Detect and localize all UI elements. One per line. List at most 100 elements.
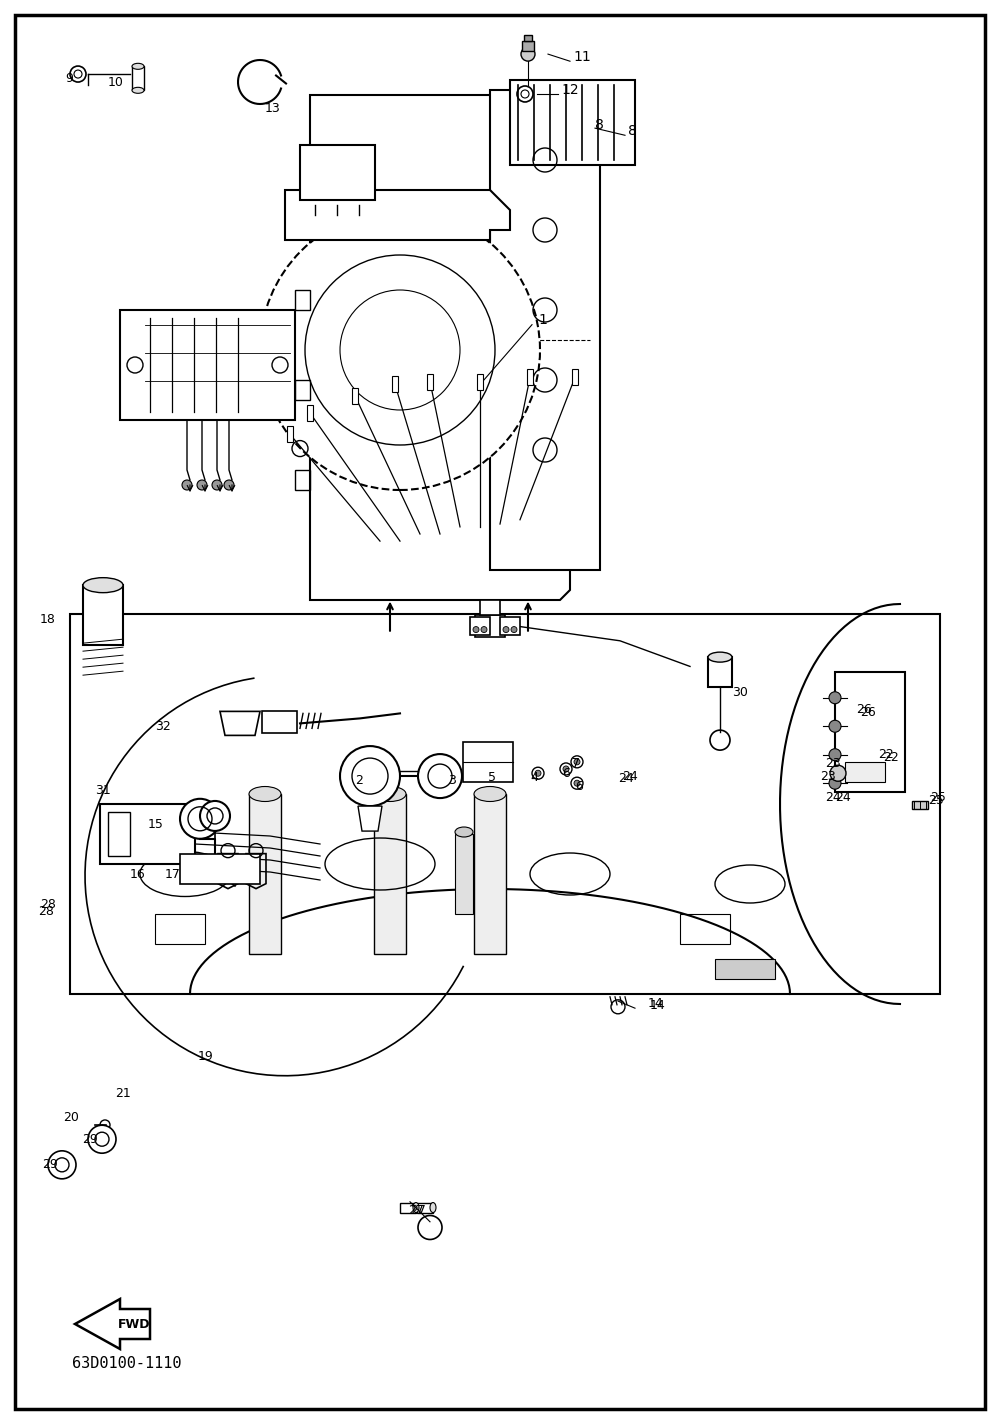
Circle shape <box>197 480 207 490</box>
Circle shape <box>829 749 841 760</box>
Circle shape <box>535 770 541 776</box>
Text: 23: 23 <box>825 756 841 770</box>
Ellipse shape <box>413 1202 419 1213</box>
Bar <box>70 614 940 994</box>
Text: 24: 24 <box>835 790 851 805</box>
Circle shape <box>574 759 580 765</box>
Polygon shape <box>75 1299 150 1349</box>
Bar <box>480 600 500 615</box>
Text: 1: 1 <box>538 313 547 328</box>
Bar <box>132 67 144 90</box>
Text: 17: 17 <box>165 867 181 881</box>
Text: 16: 16 <box>130 867 146 881</box>
Bar <box>474 795 506 954</box>
Text: 28: 28 <box>38 904 54 918</box>
Bar <box>83 585 123 645</box>
Circle shape <box>224 480 234 490</box>
Text: 29: 29 <box>42 1158 58 1172</box>
Circle shape <box>48 1151 76 1179</box>
Text: 18: 18 <box>40 612 56 627</box>
Polygon shape <box>310 95 590 600</box>
Text: 63D0100-1110: 63D0100-1110 <box>72 1357 182 1371</box>
Bar <box>490 90 600 570</box>
Bar <box>475 615 505 637</box>
Bar <box>249 795 281 954</box>
Bar <box>715 958 775 980</box>
Bar <box>155 914 205 944</box>
Text: 14: 14 <box>650 998 666 1012</box>
Text: 20: 20 <box>63 1111 79 1125</box>
Text: 28: 28 <box>40 897 56 911</box>
Text: 2: 2 <box>355 773 363 787</box>
Bar <box>180 854 260 884</box>
Bar <box>262 712 297 733</box>
Bar <box>524 34 532 40</box>
Ellipse shape <box>132 87 144 94</box>
Text: 22: 22 <box>883 750 899 765</box>
Ellipse shape <box>132 63 144 70</box>
Bar <box>287 426 293 443</box>
Bar <box>352 387 358 404</box>
Text: 14: 14 <box>648 997 664 1011</box>
Text: 12: 12 <box>561 83 579 97</box>
Text: 25: 25 <box>930 790 946 805</box>
Circle shape <box>830 765 846 782</box>
Circle shape <box>829 778 841 789</box>
Text: 29: 29 <box>82 1132 98 1146</box>
Circle shape <box>829 721 841 732</box>
Text: 27: 27 <box>410 1203 426 1218</box>
Circle shape <box>200 800 230 832</box>
Ellipse shape <box>83 578 123 592</box>
Bar <box>845 762 885 782</box>
Bar <box>307 404 313 422</box>
Text: 7: 7 <box>572 756 580 770</box>
Bar <box>392 376 398 393</box>
Ellipse shape <box>474 786 506 802</box>
Circle shape <box>574 780 580 786</box>
Text: 30: 30 <box>732 685 748 699</box>
Circle shape <box>481 627 487 632</box>
Bar <box>427 373 433 390</box>
Polygon shape <box>285 189 510 241</box>
Text: 26: 26 <box>856 702 872 716</box>
Text: 24: 24 <box>622 769 638 783</box>
Bar <box>477 373 483 390</box>
Text: 6: 6 <box>562 766 570 780</box>
Bar <box>100 805 195 864</box>
Bar <box>680 914 730 944</box>
Bar <box>400 1202 416 1213</box>
Text: 27: 27 <box>408 1203 424 1218</box>
Circle shape <box>182 480 192 490</box>
Text: 6: 6 <box>575 779 583 793</box>
Text: 19: 19 <box>198 1049 214 1064</box>
Circle shape <box>563 766 569 772</box>
Circle shape <box>503 627 509 632</box>
Text: 25: 25 <box>928 793 944 807</box>
Text: 26: 26 <box>860 705 876 719</box>
Text: 8: 8 <box>628 124 637 138</box>
Bar <box>463 742 513 782</box>
Bar <box>374 795 406 954</box>
Bar <box>500 617 520 635</box>
Text: 4: 4 <box>530 770 538 785</box>
Bar <box>455 834 473 914</box>
Text: 13: 13 <box>265 101 281 115</box>
Circle shape <box>511 627 517 632</box>
Circle shape <box>260 209 540 490</box>
Bar <box>300 145 375 199</box>
Bar <box>708 656 732 688</box>
Text: 24: 24 <box>618 772 634 786</box>
Circle shape <box>212 480 222 490</box>
Bar <box>912 800 928 809</box>
Text: FWD: FWD <box>118 1317 150 1330</box>
Text: 22: 22 <box>878 748 894 762</box>
Bar <box>510 80 635 165</box>
Circle shape <box>521 47 535 61</box>
Bar <box>108 812 130 856</box>
Ellipse shape <box>249 786 281 802</box>
Bar <box>527 369 533 386</box>
Circle shape <box>88 1125 116 1153</box>
Text: 11: 11 <box>573 50 591 64</box>
Circle shape <box>418 755 462 797</box>
Bar <box>522 40 534 51</box>
